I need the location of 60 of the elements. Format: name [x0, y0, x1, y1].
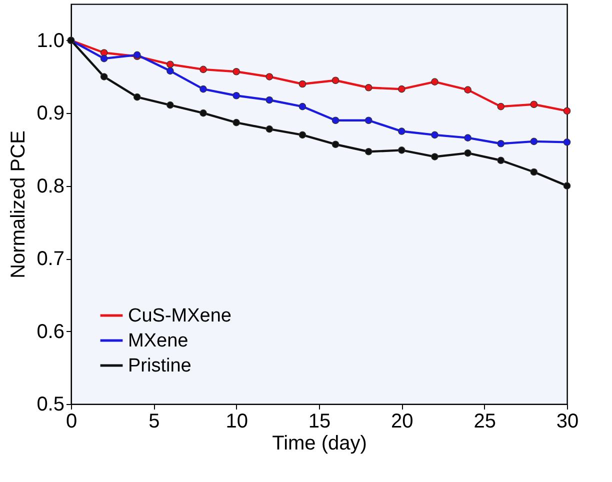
point [298, 80, 306, 88]
point [497, 102, 505, 110]
point [364, 84, 372, 92]
legend-label: Pristine [128, 356, 192, 376]
legend-label: MXene [128, 330, 188, 352]
point [298, 102, 306, 110]
point [464, 149, 472, 157]
point [100, 54, 108, 62]
point [232, 92, 240, 100]
x-tick-label: 10 [226, 410, 248, 432]
point [166, 101, 174, 109]
x-tick-label: 30 [556, 410, 579, 432]
y-tick-label: 0.8 [36, 175, 64, 198]
point [364, 116, 372, 124]
point [133, 93, 141, 101]
point [563, 182, 571, 190]
y-axis-title: Normalized PCE [8, 130, 30, 278]
point [563, 107, 571, 115]
point [266, 96, 274, 104]
point [200, 85, 207, 93]
point [431, 78, 438, 86]
point [464, 86, 472, 94]
point [100, 73, 108, 80]
legend-label: CuS-MXene [128, 306, 232, 326]
point [431, 153, 438, 160]
point [200, 66, 207, 74]
point [298, 131, 306, 139]
point [166, 60, 174, 68]
y-tick-label: 1.0 [36, 30, 64, 52]
point [530, 100, 538, 108]
point [398, 128, 406, 135]
point [364, 148, 372, 156]
x-tick-label: 0 [66, 410, 78, 432]
point [563, 138, 571, 146]
point [398, 146, 406, 154]
point [266, 125, 274, 133]
point [497, 140, 505, 148]
x-tick-label: 25 [474, 410, 496, 432]
point [398, 85, 406, 93]
point [332, 140, 340, 148]
x-tick-label: 20 [391, 410, 414, 432]
point [530, 168, 538, 176]
y-tick-label: 0.6 [36, 320, 64, 343]
point [200, 109, 207, 117]
point [266, 73, 274, 80]
point [530, 138, 538, 146]
x-tick-label: 15 [308, 410, 331, 432]
point [332, 76, 340, 84]
x-tick-label: 5 [148, 410, 160, 432]
y-tick-label: 0.5 [36, 394, 64, 416]
x-axis-title: Time (day) [272, 432, 367, 454]
point [431, 131, 438, 139]
point [232, 68, 240, 76]
point [232, 118, 240, 126]
y-tick-label: 0.9 [36, 102, 64, 125]
point [332, 116, 340, 124]
y-tick-label: 0.7 [36, 248, 64, 270]
point [464, 134, 472, 142]
point [497, 156, 505, 164]
point [166, 67, 174, 75]
